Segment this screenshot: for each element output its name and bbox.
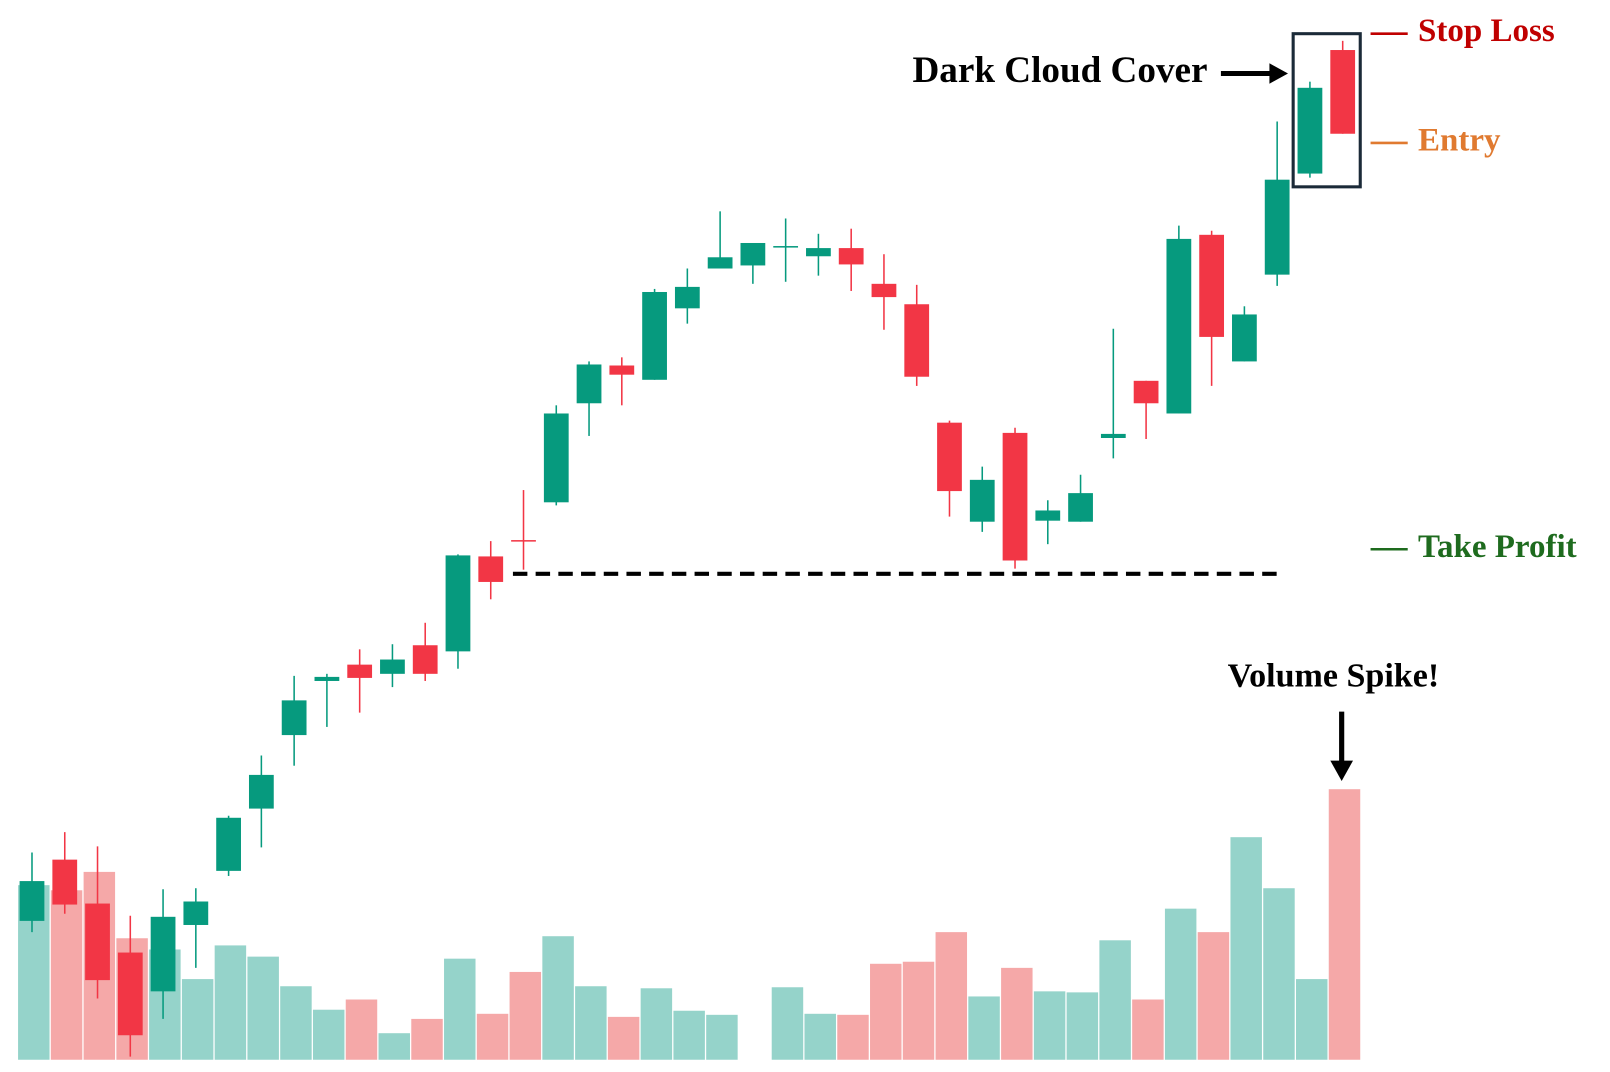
candle-body xyxy=(1199,234,1225,337)
candle-body xyxy=(1100,433,1126,438)
volume-bar xyxy=(247,956,279,1060)
volume-bar xyxy=(640,988,673,1060)
candle-body xyxy=(740,242,766,266)
candle-body xyxy=(642,291,667,380)
volume-bar xyxy=(870,963,902,1060)
volume-bar xyxy=(476,1013,509,1060)
candle-body xyxy=(380,659,405,674)
volume-bar xyxy=(1197,932,1230,1060)
volume-bar xyxy=(837,1014,869,1060)
volume-bar xyxy=(673,1010,705,1060)
candle-body xyxy=(248,774,274,809)
volume-bar xyxy=(1328,789,1361,1060)
candle-body xyxy=(1297,87,1323,174)
candle-body xyxy=(1068,493,1093,522)
volume-bar xyxy=(968,996,1000,1060)
candle-body xyxy=(871,283,897,298)
level-label: Stop Loss xyxy=(1418,13,1555,49)
volume-bar xyxy=(1066,992,1099,1060)
volume-bar xyxy=(378,1033,410,1060)
candle-body xyxy=(707,257,733,269)
candle-body xyxy=(314,676,340,681)
pattern-box xyxy=(1291,32,1362,189)
candle-body xyxy=(838,248,864,265)
candle-body xyxy=(576,364,602,404)
volume-bar xyxy=(1164,908,1197,1060)
volume-bar xyxy=(1099,940,1131,1060)
candle-body xyxy=(1330,50,1356,134)
volume-arrow-head xyxy=(1330,760,1354,782)
candle-body xyxy=(445,555,471,652)
candle-body xyxy=(281,700,307,736)
volume-bar xyxy=(181,979,214,1060)
candle-body xyxy=(1232,314,1257,362)
candle-body xyxy=(1133,380,1159,404)
volume-bar xyxy=(1001,967,1033,1060)
volume-bar xyxy=(280,986,312,1060)
candle-body xyxy=(773,246,799,248)
volume-bar xyxy=(509,971,542,1060)
volume-bar xyxy=(902,961,935,1060)
volume-bar xyxy=(50,890,83,1060)
volume-bar xyxy=(771,987,804,1060)
candle-body xyxy=(904,304,930,377)
volume-bar xyxy=(345,999,378,1060)
volume-bar xyxy=(444,958,476,1060)
volume-bar xyxy=(542,936,574,1060)
volume-bar xyxy=(1033,991,1066,1060)
pattern-label: Dark Cloud Cover xyxy=(912,49,1207,90)
volume-bar xyxy=(1263,888,1295,1060)
volume-label: Volume Spike! xyxy=(1228,658,1440,695)
candle-body xyxy=(216,817,241,871)
candle-body xyxy=(543,413,569,503)
volume-bar xyxy=(1295,979,1328,1060)
candle-body xyxy=(937,422,962,492)
volume-bar xyxy=(804,1013,836,1060)
candle-body xyxy=(1166,238,1192,414)
candle-body xyxy=(412,645,438,674)
candle-body xyxy=(347,664,373,678)
level-label: Entry xyxy=(1418,123,1501,159)
candle-body xyxy=(609,365,635,375)
pattern-arrow-head xyxy=(1269,63,1288,84)
candle-body xyxy=(85,903,110,981)
volume-bar xyxy=(1230,837,1262,1060)
candle-body xyxy=(1264,179,1290,275)
candle-body xyxy=(150,916,176,992)
level-label: Take Profit xyxy=(1418,529,1577,565)
volume-bar xyxy=(575,986,607,1060)
candle-body xyxy=(117,952,143,1036)
candle-body xyxy=(1035,510,1061,521)
volume-bar xyxy=(214,945,247,1060)
candle-body xyxy=(19,881,45,921)
candle-layer xyxy=(19,40,1356,1057)
candle-body xyxy=(183,901,209,925)
candle-body xyxy=(52,859,78,905)
volume-bar xyxy=(312,1009,345,1060)
volume-bar xyxy=(1132,999,1164,1060)
volume-bar xyxy=(935,932,968,1060)
candle-body xyxy=(511,540,536,542)
volume-bar xyxy=(411,1018,443,1060)
candle-body xyxy=(806,248,831,257)
candle-body xyxy=(674,286,700,309)
volume-bar xyxy=(706,1014,738,1060)
candle-body xyxy=(1002,432,1028,561)
candle-body xyxy=(969,479,995,522)
volume-bar xyxy=(607,1016,640,1060)
candle-body xyxy=(478,556,504,582)
